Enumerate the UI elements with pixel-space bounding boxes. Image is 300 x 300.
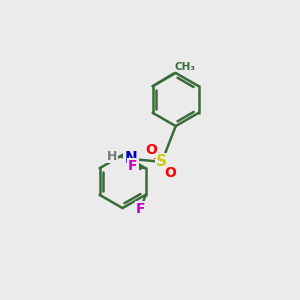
Text: F: F: [136, 202, 146, 216]
Text: CH₃: CH₃: [175, 62, 196, 72]
Text: S: S: [156, 154, 167, 169]
Text: O: O: [145, 143, 157, 157]
Text: H: H: [106, 150, 117, 163]
Text: N: N: [124, 152, 137, 166]
Text: F: F: [128, 159, 138, 173]
Text: O: O: [164, 166, 176, 180]
